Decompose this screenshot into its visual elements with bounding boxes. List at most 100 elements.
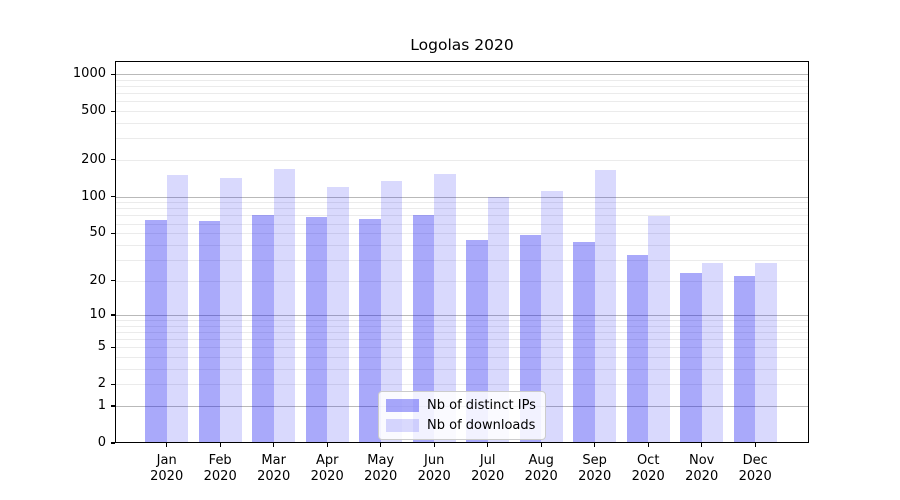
gridline-200 (116, 159, 808, 161)
x-tick-label-3: Apr 2020 (310, 453, 344, 484)
x-tick-label-0: Jan 2020 (150, 453, 184, 484)
minor-gridline-90 (116, 202, 808, 204)
gridline-100 (116, 196, 808, 198)
x-tick-mark-8 (594, 443, 596, 447)
y-tick-label-0: 0 (97, 435, 106, 450)
bar-downloads-May-2020 (380, 181, 403, 443)
legend-item-distinct-ips: Nb of distinct IPs (386, 396, 539, 414)
minor-gridline-80 (116, 208, 808, 210)
x-tick-label-6: Jul 2020 (471, 453, 505, 484)
gridline-50 (116, 233, 808, 235)
legend-item-downloads: Nb of downloads (386, 417, 539, 435)
gridline-5 (116, 347, 808, 349)
bar-distinct-ips-Mar-2020 (252, 214, 274, 443)
y-tick-label-20: 20 (89, 272, 106, 288)
y-tick-label-1000: 1000 (72, 66, 106, 82)
x-tick-mark-7 (540, 443, 542, 447)
minor-gridline-800 (116, 86, 808, 88)
bar-distinct-ips-Oct-2020 (626, 254, 649, 443)
y-tick-mark-0 (111, 442, 115, 444)
x-tick-mark-3 (326, 443, 328, 447)
legend-swatch-distinct-ips (386, 398, 419, 412)
minor-gridline-6 (116, 339, 808, 341)
bar-distinct-ips-Feb-2020 (198, 221, 221, 443)
x-tick-label-9: Oct 2020 (631, 453, 665, 484)
bar-distinct-ips-Apr-2020 (305, 217, 328, 443)
legend-label-distinct-ips: Nb of distinct IPs (427, 397, 536, 413)
x-tick-mark-1 (219, 443, 221, 447)
minor-gridline-400 (116, 123, 808, 124)
x-tick-mark-10 (701, 443, 703, 447)
y-tick-mark-2 (111, 383, 115, 385)
minor-gridline-70 (116, 215, 808, 217)
y-tick-label-2: 2 (97, 376, 106, 392)
y-tick-mark-100 (111, 196, 115, 198)
y-tick-mark-500 (111, 110, 115, 112)
bar-downloads-Jul-2020 (487, 196, 510, 443)
minor-gridline-900 (116, 79, 808, 81)
gridline-500 (116, 111, 808, 113)
bar-downloads-Jan-2020 (166, 175, 189, 443)
y-tick-label-10: 10 (89, 307, 106, 322)
bar-downloads-Sep-2020 (594, 170, 617, 443)
x-tick-label-7: Aug 2020 (524, 453, 558, 484)
x-tick-label-11: Dec 2020 (738, 453, 772, 484)
bar-downloads-Apr-2020 (327, 187, 349, 443)
y-tick-label-500: 500 (81, 103, 106, 119)
bar-distinct-ips-May-2020 (359, 218, 381, 443)
bar-downloads-Mar-2020 (273, 168, 296, 443)
bar-distinct-ips-Dec-2020 (733, 275, 756, 443)
legend-swatch-downloads (386, 419, 419, 433)
minor-gridline-30 (116, 259, 808, 261)
minor-gridline-9 (116, 320, 808, 322)
legend-label-downloads: Nb of downloads (427, 418, 536, 434)
bar-downloads-Oct-2020 (648, 216, 670, 443)
y-tick-mark-200 (111, 159, 115, 161)
y-tick-label-5: 5 (97, 339, 106, 355)
bar-distinct-ips-Nov-2020 (680, 273, 702, 443)
x-tick-mark-5 (433, 443, 435, 447)
minor-gridline-40 (116, 244, 808, 246)
y-tick-label-50: 50 (89, 225, 106, 241)
x-tick-mark-0 (166, 443, 168, 447)
bar-downloads-Jun-2020 (434, 174, 456, 443)
minor-gridline-600 (116, 101, 808, 103)
bar-downloads-Dec-2020 (755, 263, 777, 443)
minor-gridline-700 (116, 93, 808, 95)
y-tick-mark-10 (111, 314, 115, 316)
y-tick-mark-1000 (111, 73, 115, 75)
minor-gridline-4 (116, 357, 808, 359)
y-tick-mark-1 (111, 405, 115, 407)
gridline-2 (116, 384, 808, 386)
y-tick-label-200: 200 (81, 151, 106, 167)
bar-distinct-ips-Jun-2020 (412, 214, 435, 443)
y-tick-label-100: 100 (81, 188, 106, 204)
y-tick-mark-5 (111, 346, 115, 348)
y-tick-label-1: 1 (97, 398, 106, 413)
bar-downloads-Feb-2020 (220, 178, 242, 443)
x-tick-mark-4 (380, 443, 382, 447)
gridline-10 (116, 315, 808, 316)
x-tick-label-8: Sep 2020 (578, 453, 612, 484)
x-tick-label-5: Jun 2020 (417, 453, 451, 484)
x-tick-mark-9 (647, 443, 649, 447)
x-tick-label-4: May 2020 (364, 453, 398, 484)
x-tick-mark-11 (754, 443, 756, 447)
y-tick-mark-20 (111, 279, 115, 282)
minor-gridline-300 (116, 138, 808, 140)
x-tick-label-2: Mar 2020 (257, 453, 291, 484)
bar-distinct-ips-Jan-2020 (145, 220, 167, 443)
y-tick-mark-50 (111, 232, 115, 234)
bar-downloads-Nov-2020 (701, 263, 724, 443)
minor-gridline-60 (116, 223, 808, 225)
legend: Nb of distinct IPs Nb of downloads (378, 391, 546, 440)
bar-downloads-Aug-2020 (541, 191, 563, 443)
gridline-20 (116, 280, 808, 282)
minor-gridline-7 (116, 332, 808, 333)
x-tick-label-10: Nov 2020 (685, 453, 719, 484)
